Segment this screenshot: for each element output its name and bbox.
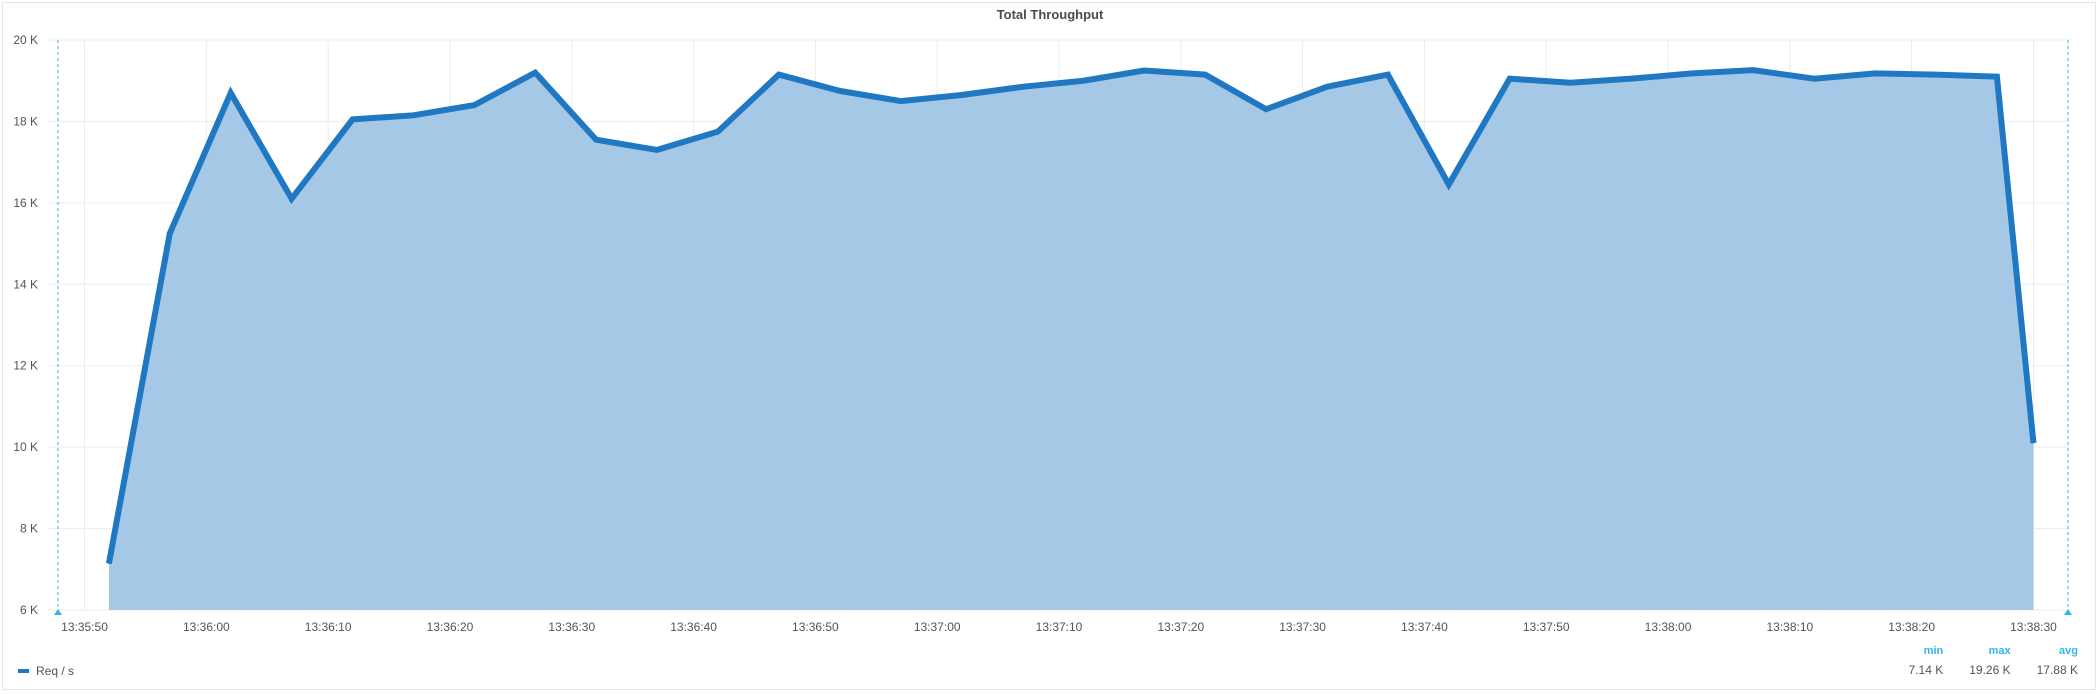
x-tick-label: 13:35:50 (61, 620, 108, 634)
x-tick-label: 13:37:10 (1036, 620, 1083, 634)
x-tick-label: 13:38:30 (2010, 620, 2057, 634)
legend-series-name[interactable]: Req / s (36, 664, 75, 678)
data-point (961, 94, 963, 96)
x-tick-label: 13:36:10 (305, 620, 352, 634)
legend-max-value: 19.26 K (1969, 663, 2011, 677)
x-tick-label: 13:38:10 (1766, 620, 1813, 634)
data-point (412, 114, 414, 116)
x-tick-label: 13:37:50 (1523, 620, 1570, 634)
data-point (1691, 72, 1693, 74)
y-tick-label: 14 K (13, 277, 38, 291)
data-point (1935, 74, 1937, 76)
data-point (1082, 80, 1084, 82)
data-point (534, 72, 536, 74)
x-tick-label: 13:37:40 (1401, 620, 1448, 634)
data-point (1996, 76, 1998, 78)
legend-stats: min max avg 7.14 K 19.26 K 17.88 K (1883, 645, 2078, 677)
legend: Req / s (18, 664, 74, 678)
y-tick-label: 6 K (20, 603, 38, 617)
x-tick-label: 13:36:20 (427, 620, 474, 634)
range-start-handle[interactable] (54, 609, 62, 615)
x-tick-label: 13:37:00 (914, 620, 961, 634)
data-point (169, 232, 171, 234)
series-area (108, 70, 2034, 611)
y-tick-label: 18 K (13, 114, 38, 128)
range-end-handle[interactable] (2064, 609, 2072, 615)
data-point (473, 104, 475, 106)
legend-min-header[interactable]: min (1923, 645, 1944, 657)
panel-title[interactable]: Total Throughput (996, 7, 1104, 22)
data-point (1143, 70, 1145, 72)
data-point (595, 139, 597, 141)
legend-min-value: 7.14 K (1908, 663, 1944, 677)
legend-max-header[interactable]: max (1988, 645, 2011, 657)
y-tick-label: 8 K (20, 522, 38, 536)
data-point (839, 90, 841, 92)
y-tick-label: 10 K (13, 440, 38, 454)
legend-swatch[interactable] (18, 669, 29, 673)
x-tick-label: 13:36:50 (792, 620, 839, 634)
data-point (1509, 78, 1511, 80)
data-point (2032, 442, 2034, 444)
data-point (1630, 78, 1632, 80)
data-point (1387, 74, 1389, 76)
data-point (1813, 78, 1815, 80)
data-point (900, 100, 902, 102)
data-point (656, 149, 658, 151)
data-point (108, 563, 110, 565)
data-point (1021, 86, 1023, 88)
x-tick-label: 13:36:30 (548, 620, 595, 634)
data-point (1448, 184, 1450, 186)
x-tick-label: 13:36:00 (183, 620, 230, 634)
x-tick-label: 13:38:20 (1888, 620, 1935, 634)
data-point (230, 92, 232, 94)
data-point (1752, 69, 1754, 71)
x-tick-label: 13:38:00 (1645, 620, 1692, 634)
x-tick-label: 13:36:40 (670, 620, 717, 634)
data-point (1570, 82, 1572, 84)
y-tick-label: 12 K (13, 359, 38, 373)
data-point (1265, 108, 1267, 110)
data-point (291, 198, 293, 200)
data-point (1874, 72, 1876, 74)
data-point (1326, 86, 1328, 88)
y-tick-label: 16 K (13, 196, 38, 210)
data-point (717, 131, 719, 133)
x-tick-label: 13:37:30 (1279, 620, 1326, 634)
legend-avg-header[interactable]: avg (2059, 645, 2078, 657)
data-point (1204, 74, 1206, 76)
x-tick-label: 13:37:20 (1157, 620, 1204, 634)
y-tick-label: 20 K (13, 33, 38, 47)
legend-avg-value: 17.88 K (2036, 663, 2078, 677)
data-point (352, 118, 354, 120)
data-point (778, 74, 780, 76)
